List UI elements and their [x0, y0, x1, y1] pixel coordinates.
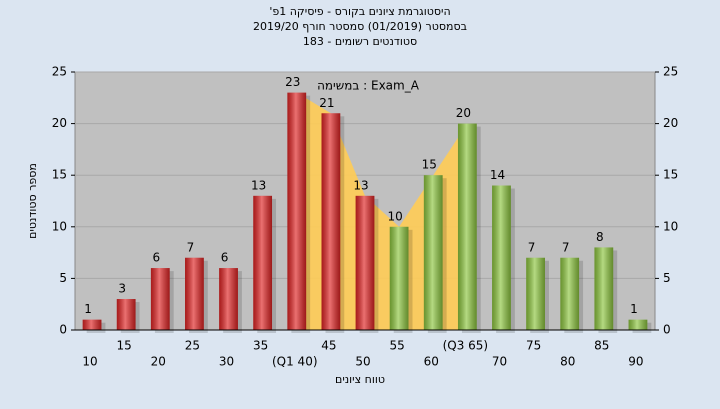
- bar-shade: [150, 268, 170, 330]
- bar-shade: [594, 247, 614, 330]
- chart-subtitle: סטודנטים רשומים - 183: [303, 35, 417, 48]
- chart-subtitle: בסמסטר (01/2019) סמסטר חורף 2019/20: [253, 20, 467, 33]
- y2-tick-label: 10: [663, 219, 678, 233]
- value-label: 1: [84, 302, 92, 316]
- value-label: 7: [187, 240, 195, 254]
- y2-tick-label: 15: [663, 168, 678, 182]
- x-tick-label: (Q3 65): [443, 339, 489, 353]
- y-tick-label: 15: [52, 168, 67, 182]
- y-axis-label: מספר סטודנטים: [26, 163, 39, 239]
- value-label: 1: [630, 302, 638, 316]
- value-label: 6: [221, 251, 229, 265]
- value-label: 3: [118, 282, 126, 296]
- y-tick-label: 5: [59, 271, 67, 285]
- annotation: Exam_A : במשימה: [317, 79, 420, 93]
- bar-shade: [219, 268, 238, 330]
- y-tick-label: 0: [59, 323, 67, 337]
- bar-shade: [492, 185, 511, 330]
- bar-shade: [185, 257, 204, 330]
- bar-shade: [321, 113, 341, 330]
- x-tick-label: 10: [82, 355, 97, 369]
- value-label: 15: [422, 158, 437, 172]
- bar-shade: [560, 257, 580, 330]
- bar-shade: [287, 92, 307, 330]
- bar-shade: [389, 226, 409, 330]
- y-tick-label: 20: [52, 116, 67, 130]
- value-label: 10: [387, 209, 402, 223]
- bar-shade: [116, 299, 136, 330]
- x-tick-label: 60: [424, 355, 439, 369]
- x-tick-label: 75: [526, 339, 541, 353]
- bar-shade: [526, 257, 545, 330]
- bar-shade: [628, 319, 648, 330]
- x-tick-label: 15: [117, 339, 132, 353]
- x-tick-label: 50: [355, 355, 370, 369]
- x-tick-label: 30: [219, 355, 234, 369]
- y2-tick-label: 20: [663, 116, 678, 130]
- value-label: 7: [562, 240, 570, 254]
- value-label: 14: [490, 168, 505, 182]
- x-tick-label: (Q1 40): [272, 355, 318, 369]
- y2-tick-label: 0: [663, 323, 671, 337]
- value-label: 21: [319, 96, 334, 110]
- y-tick-label: 25: [52, 65, 67, 79]
- chart-title: היסטוגרמת ציונים בקורס - פיסיקה 1פ': [269, 5, 450, 18]
- value-label: 23: [285, 75, 300, 89]
- x-axis-label: טווח ציונים: [335, 373, 385, 386]
- bar-shade: [82, 319, 102, 330]
- value-label: 6: [152, 251, 160, 265]
- x-tick-label: 85: [594, 339, 609, 353]
- x-tick-label: 45: [321, 339, 336, 353]
- value-label: 8: [596, 230, 604, 244]
- x-tick-label: 90: [628, 355, 643, 369]
- bar-shade: [457, 123, 477, 330]
- bar-shade: [253, 195, 273, 330]
- value-label: 13: [353, 178, 368, 192]
- y2-tick-label: 5: [663, 271, 671, 285]
- value-label: 13: [251, 178, 266, 192]
- bar-shade: [423, 175, 443, 330]
- x-tick-label: 20: [151, 355, 166, 369]
- x-tick-label: 80: [560, 355, 575, 369]
- value-label: 20: [456, 106, 471, 120]
- y-tick-label: 10: [52, 219, 67, 233]
- bar-shade: [355, 195, 375, 330]
- x-tick-label: 25: [185, 339, 200, 353]
- value-label: 7: [528, 240, 536, 254]
- x-tick-label: 35: [253, 339, 268, 353]
- x-tick-label: 55: [389, 339, 404, 353]
- x-tick-label: 70: [492, 355, 507, 369]
- y2-tick-label: 25: [663, 65, 678, 79]
